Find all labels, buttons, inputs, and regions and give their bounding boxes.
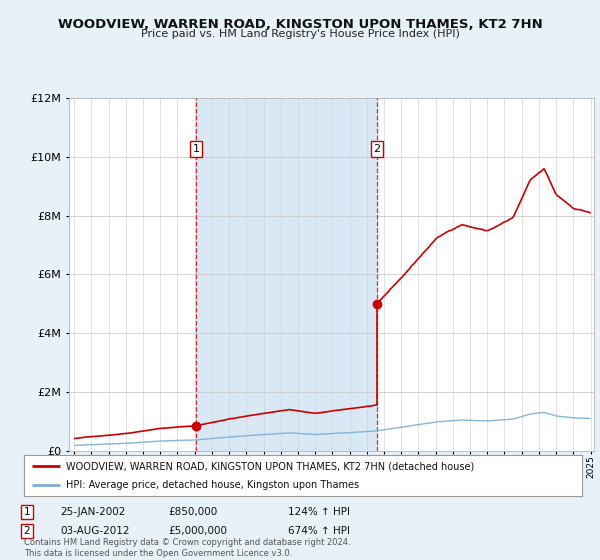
Text: £5,000,000: £5,000,000 xyxy=(168,526,227,536)
Text: Contains HM Land Registry data © Crown copyright and database right 2024.
This d: Contains HM Land Registry data © Crown c… xyxy=(24,538,350,558)
Text: WOODVIEW, WARREN ROAD, KINGSTON UPON THAMES, KT2 7HN: WOODVIEW, WARREN ROAD, KINGSTON UPON THA… xyxy=(58,18,542,31)
Text: 25-JAN-2002: 25-JAN-2002 xyxy=(60,507,125,517)
Text: WOODVIEW, WARREN ROAD, KINGSTON UPON THAMES, KT2 7HN (detached house): WOODVIEW, WARREN ROAD, KINGSTON UPON THA… xyxy=(66,461,474,471)
Text: 2: 2 xyxy=(23,526,31,536)
Text: 124% ↑ HPI: 124% ↑ HPI xyxy=(288,507,350,517)
Text: 674% ↑ HPI: 674% ↑ HPI xyxy=(288,526,350,536)
Text: 2: 2 xyxy=(373,144,380,154)
Text: HPI: Average price, detached house, Kingston upon Thames: HPI: Average price, detached house, King… xyxy=(66,480,359,489)
Text: Price paid vs. HM Land Registry's House Price Index (HPI): Price paid vs. HM Land Registry's House … xyxy=(140,29,460,39)
Text: 1: 1 xyxy=(193,144,199,154)
Text: 1: 1 xyxy=(23,507,31,517)
Text: 03-AUG-2012: 03-AUG-2012 xyxy=(60,526,130,536)
Bar xyxy=(196,98,377,451)
Text: £850,000: £850,000 xyxy=(168,507,217,517)
